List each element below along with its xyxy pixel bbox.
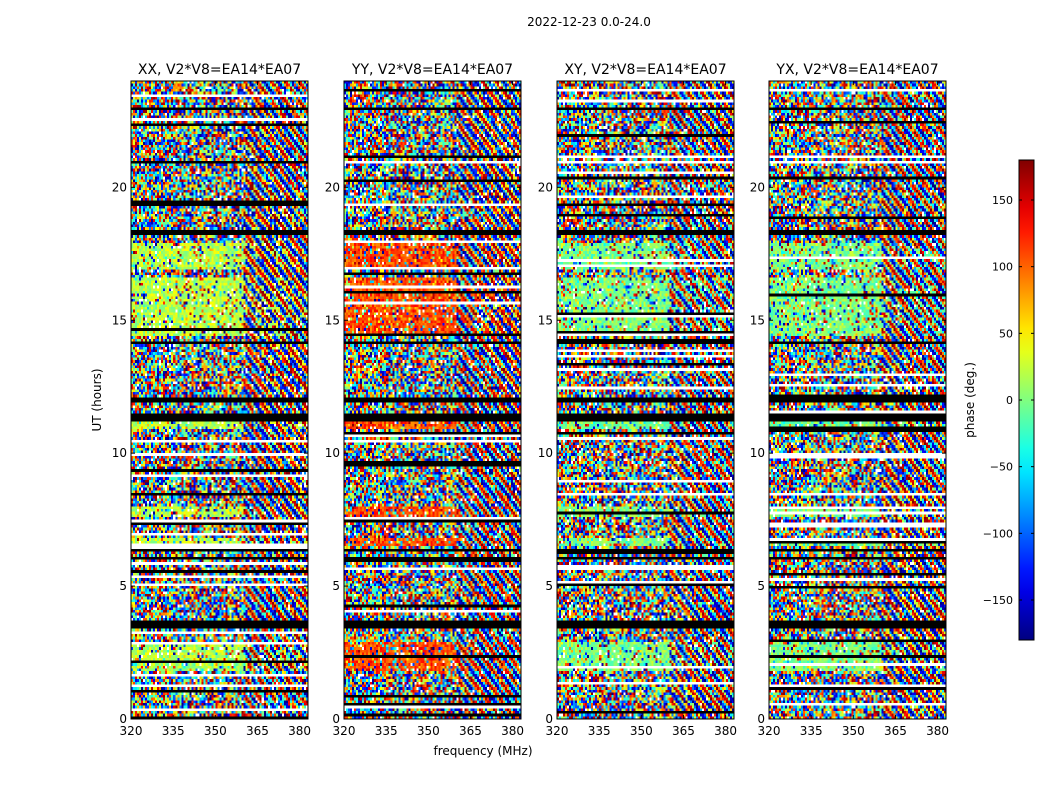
y-tick-label: 20 xyxy=(750,180,765,194)
axes-frame xyxy=(343,80,522,720)
figure-suptitle: 2022-12-23 0.0-24.0 xyxy=(527,15,651,29)
y-tick-label: 10 xyxy=(112,446,127,460)
y-tick-label: 10 xyxy=(750,446,765,460)
x-tick-label: 365 xyxy=(884,724,907,738)
x-tick-label: 365 xyxy=(246,724,269,738)
y-axis-label: UT (hours) xyxy=(90,368,104,431)
colorbar-tick-label: 150 xyxy=(992,194,1013,207)
y-tick-label: 0 xyxy=(119,712,127,726)
y-tick-label: 5 xyxy=(545,579,553,593)
x-tick-label: 320 xyxy=(333,724,356,738)
colorbar-tick-label: −100 xyxy=(983,527,1013,540)
colorbar-tick-label: 100 xyxy=(992,261,1013,274)
y-tick-label: 5 xyxy=(332,579,340,593)
x-tick-label: 365 xyxy=(672,724,695,738)
colorbar-label: phase (deg.) xyxy=(963,362,977,438)
y-tick-label: 20 xyxy=(538,180,553,194)
x-tick-label: 335 xyxy=(800,724,823,738)
y-tick-label: 5 xyxy=(757,579,765,593)
x-tick-label: 365 xyxy=(459,724,482,738)
colorbar-tick-label: −150 xyxy=(983,594,1013,607)
phase-heatmap xyxy=(131,81,308,719)
y-tick-label: 10 xyxy=(325,446,340,460)
axes-frame xyxy=(768,80,947,720)
axes-frame xyxy=(130,80,309,720)
x-tick-label: 380 xyxy=(926,724,949,738)
x-tick-label: 320 xyxy=(120,724,143,738)
y-tick-label: 15 xyxy=(538,313,553,327)
panels: XX, V2*V8=EA14*EA07 320 335 350 365 380 0 5 10 15… xyxy=(112,62,949,738)
colorbar-tick-label: 0 xyxy=(1006,394,1013,407)
x-tick-label: 335 xyxy=(375,724,398,738)
x-tick-label: 350 xyxy=(842,724,865,738)
y-tick-label: 20 xyxy=(325,180,340,194)
x-tick-label: 335 xyxy=(588,724,611,738)
axes-frame xyxy=(556,80,735,720)
y-tick-label: 0 xyxy=(332,712,340,726)
y-tick-label: 5 xyxy=(119,579,127,593)
x-tick-label: 380 xyxy=(501,724,524,738)
y-tick-label: 0 xyxy=(545,712,553,726)
x-tick-label: 380 xyxy=(714,724,737,738)
y-tick-label: 10 xyxy=(538,446,553,460)
x-tick-label: 335 xyxy=(162,724,185,738)
panel-yx: YX, V2*V8=EA14*EA07 320 335 350 365 380 0 5 10 15… xyxy=(750,62,949,738)
x-tick-label: 320 xyxy=(546,724,569,738)
x-tick-label: 350 xyxy=(630,724,653,738)
phase-heatmap xyxy=(769,81,946,719)
panel-xx: XX, V2*V8=EA14*EA07 320 335 350 365 380 0 5 10 15… xyxy=(112,62,311,738)
x-tick-label: 380 xyxy=(288,724,311,738)
panel-yy: YY, V2*V8=EA14*EA07 320 335 350 365 380 0 5 10 15… xyxy=(325,62,524,738)
y-tick-label: 15 xyxy=(112,313,127,327)
panel-title: XY, V2*V8=EA14*EA07 xyxy=(564,62,726,78)
panel-title: YX, V2*V8=EA14*EA07 xyxy=(775,62,938,78)
x-axis-label: frequency (MHz) xyxy=(433,744,532,758)
x-tick-label: 350 xyxy=(417,724,440,738)
y-tick-label: 20 xyxy=(112,180,127,194)
colorbar: −150 −100 −50 0 50 100 150 xyxy=(983,159,1035,641)
panel-title: YY, V2*V8=EA14*EA07 xyxy=(351,62,513,78)
phase-heatmap xyxy=(344,81,521,719)
phase-heatmap xyxy=(557,81,734,719)
y-tick-label: 0 xyxy=(757,712,765,726)
x-tick-label: 320 xyxy=(758,724,781,738)
panel-title: XX, V2*V8=EA14*EA07 xyxy=(138,62,301,78)
colorbar-tick-label: −50 xyxy=(990,461,1013,474)
panel-xy: XY, V2*V8=EA14*EA07 320 335 350 365 380 0 5 10 15… xyxy=(538,62,737,738)
colorbar-tick-label: 50 xyxy=(999,327,1013,340)
y-tick-label: 15 xyxy=(750,313,765,327)
y-tick-label: 15 xyxy=(325,313,340,327)
x-tick-label: 350 xyxy=(204,724,227,738)
